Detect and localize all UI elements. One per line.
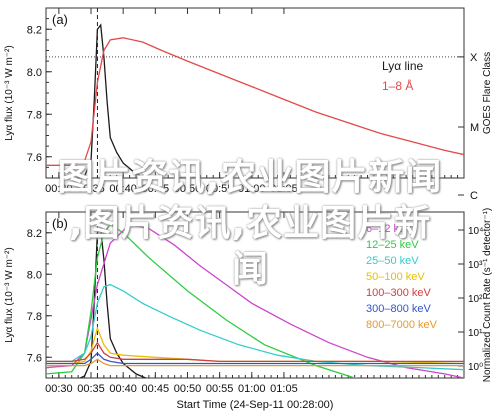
- y-tick-label: 8.2: [27, 24, 42, 36]
- legend-entry: Lyα line: [382, 59, 424, 73]
- panel-a: (a) 7.6 7.8 8.0 8.2 00:30 00:35 00:40 00:45 00:50…: [4, 7, 493, 202]
- right-tick-label: 10²: [468, 294, 483, 305]
- y-tick-label: 7.8: [27, 311, 42, 323]
- right-tick-label: 10¹: [468, 328, 483, 339]
- watermark-line-1: 图片资讯,农业图片新闻: [57, 157, 443, 198]
- x-tick-label: 01:00: [238, 183, 266, 195]
- right-axis-label: Normalized Count Rate (s⁻¹ detector⁻¹): [482, 208, 493, 383]
- series-line-50-100-kev: [46, 326, 464, 365]
- right-tick-label: 10⁴: [468, 226, 483, 237]
- x-tick-label: 00:35: [77, 383, 105, 395]
- legend-entry: 100–300 keV: [366, 287, 431, 299]
- legend-entry: 800–7000 keV: [366, 319, 438, 331]
- legend-entry: 6–12 keV: [366, 223, 413, 235]
- legend-entry: 12–25 keV: [366, 239, 419, 251]
- series-line-300-800-kev: [46, 352, 464, 365]
- series-line-1-8-: [46, 37, 464, 166]
- x-tick-label: 00:40: [109, 183, 137, 195]
- legend-entry: 25–50 keV: [366, 255, 419, 267]
- x-tick-label: 00:30: [45, 183, 73, 195]
- x-tick-label: 00:45: [142, 183, 170, 195]
- series-line-12-25-kev: [46, 223, 357, 378]
- legend: 6–12 keV 12–25 keV 25–50 keV 50–100 keV 100–…: [366, 223, 438, 331]
- x-tick-label: 00:30: [45, 383, 73, 395]
- legend: Lyα line 1–8 Å: [382, 59, 424, 93]
- x-tick-label: 01:05: [270, 183, 298, 195]
- x-tick-label: 00:45: [142, 383, 170, 395]
- legend-entry: 300–800 keV: [366, 303, 431, 315]
- right-axis-label: GOES Flare Class: [482, 52, 493, 134]
- y-tick-label: 8.2: [27, 228, 42, 240]
- y-axis-label: Lyα flux (10⁻³ W m⁻²): [4, 247, 15, 342]
- x-tick-label: 00:35: [77, 183, 105, 195]
- panel-b: (b) 7.6 7.8 8.0 8.2 00:30 00:35 00:40 00:45 00:50…: [4, 208, 493, 411]
- watermark-line-3: 闻: [231, 249, 268, 290]
- series-line-800-7000-kev: [46, 358, 464, 367]
- right-tick-label: M: [470, 122, 479, 134]
- legend-entry: 50–100 keV: [366, 271, 425, 283]
- series-line-100-300-kev: [46, 341, 464, 363]
- panel-label: (b): [52, 216, 68, 231]
- y-tick-label: 7.6: [27, 152, 42, 164]
- x-tick-label: 01:00: [238, 383, 266, 395]
- y-tick-label: 8.0: [27, 269, 42, 281]
- right-tick-label: X: [470, 52, 478, 64]
- legend-entry: 1–8 Å: [382, 78, 413, 93]
- x-axis-label: Start Time (24-Sep-11 00:28:00): [177, 399, 334, 411]
- y-tick-label: 8.0: [27, 67, 42, 79]
- series-line-ly-line: [78, 23, 148, 178]
- series-line-25-50-kev: [46, 283, 464, 371]
- x-tick-label: 00:50: [174, 383, 202, 395]
- watermark-line-2: ,图片资讯,农业图片新: [68, 203, 432, 244]
- y-tick-label: 7.8: [27, 109, 42, 121]
- right-tick-label: 10⁰: [468, 362, 483, 373]
- x-tick-label: 00:50: [174, 183, 202, 195]
- series-line-6-12-kev: [46, 223, 464, 378]
- y-axis-label: Lyα flux (10⁻³ W m⁻²): [4, 45, 15, 140]
- x-tick-label: 01:05: [270, 383, 298, 395]
- x-tick-label: 00:55: [206, 383, 234, 395]
- y-tick-label: 7.6: [27, 352, 42, 364]
- panel-label: (a): [52, 12, 68, 27]
- x-tick-label: 00:40: [109, 383, 137, 395]
- x-tick-label: 00:55: [206, 183, 234, 195]
- right-tick-label: C: [470, 190, 478, 202]
- right-tick-label: 10³: [468, 260, 483, 271]
